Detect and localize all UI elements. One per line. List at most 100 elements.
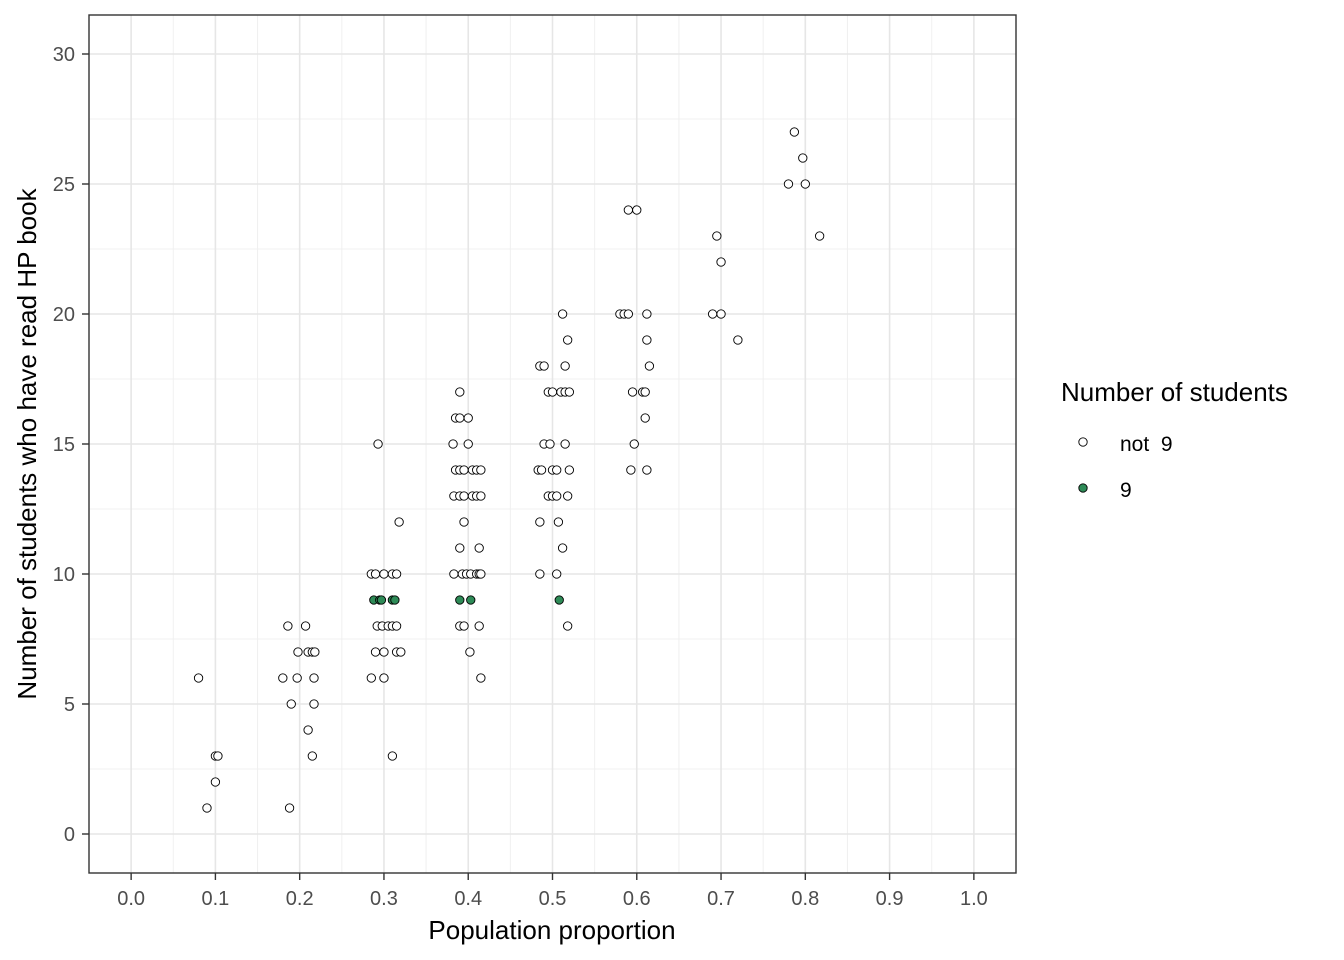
gridlines bbox=[89, 15, 1016, 873]
data-point-not-9 bbox=[278, 673, 288, 683]
legend-label-not-9: not 9 bbox=[1120, 433, 1173, 456]
data-point-not-9 bbox=[463, 413, 473, 423]
data-point-not-9 bbox=[455, 413, 465, 423]
data-point-not-9 bbox=[449, 569, 459, 579]
data-point-not-9 bbox=[300, 621, 311, 631]
data-point-not-9 bbox=[309, 673, 319, 683]
data-point-not-9 bbox=[560, 361, 570, 371]
x-tick-label: 0.5 bbox=[539, 888, 567, 910]
data-point-not-9 bbox=[560, 439, 570, 449]
data-point-not-9 bbox=[798, 153, 808, 163]
data-point-not-9 bbox=[476, 673, 486, 683]
data-point-not-9 bbox=[193, 673, 204, 683]
data-point-not-9 bbox=[640, 387, 650, 397]
data-point-not-9 bbox=[202, 803, 212, 813]
data-point-not-9 bbox=[547, 387, 558, 397]
data-point-not-9 bbox=[644, 361, 655, 371]
data-point-not-9 bbox=[455, 387, 465, 397]
data-point-not-9 bbox=[712, 231, 722, 241]
data-point-not-9 bbox=[716, 309, 726, 319]
data-point-not-9 bbox=[459, 465, 469, 475]
data-point-not-9 bbox=[292, 673, 302, 683]
x-tick-label: 0.4 bbox=[454, 888, 482, 910]
data-point-not-9 bbox=[552, 569, 562, 579]
data-point-not-9 bbox=[391, 621, 402, 631]
data-point-not-9 bbox=[640, 413, 650, 423]
data-point-not-9 bbox=[391, 569, 402, 579]
data-point-not-9 bbox=[563, 335, 573, 345]
x-tick-label: 0.8 bbox=[791, 888, 819, 910]
data-point-not-9 bbox=[379, 569, 389, 579]
data-point-not-9 bbox=[284, 803, 295, 813]
x-tick-label: 0.6 bbox=[623, 888, 651, 910]
data-point-9 bbox=[376, 595, 387, 605]
data-point-not-9 bbox=[448, 439, 458, 449]
data-point-not-9 bbox=[783, 179, 794, 189]
data-point-not-9 bbox=[627, 387, 638, 397]
data-point-not-9 bbox=[716, 257, 726, 267]
y-axis-title: Number of students who have read HP book bbox=[12, 187, 42, 699]
data-point-not-9 bbox=[563, 491, 573, 501]
y-axis-ticks: 0 5 10 15 20 25 30 bbox=[53, 44, 89, 846]
data-point-not-9 bbox=[396, 647, 406, 657]
data-point-not-9 bbox=[800, 179, 810, 189]
data-point-not-9 bbox=[707, 309, 718, 319]
data-point-not-9 bbox=[557, 543, 568, 553]
x-tick-label: 0.3 bbox=[370, 888, 398, 910]
data-point-not-9 bbox=[370, 647, 381, 657]
x-tick-label: 0.2 bbox=[286, 888, 314, 910]
legend-title: Number of students bbox=[1061, 377, 1288, 407]
data-point-not-9 bbox=[387, 751, 398, 761]
data-point-not-9 bbox=[309, 699, 319, 709]
data-point-not-9 bbox=[563, 621, 573, 631]
y-tick-label: 10 bbox=[53, 564, 75, 586]
y-tick-label: 25 bbox=[53, 174, 75, 196]
data-point-not-9 bbox=[642, 309, 652, 319]
data-point-9 bbox=[466, 595, 476, 605]
data-point-not-9 bbox=[733, 335, 743, 345]
data-point-not-9 bbox=[629, 439, 639, 449]
y-tick-label: 30 bbox=[53, 44, 75, 66]
y-tick-label: 0 bbox=[64, 824, 75, 846]
y-tick-label: 5 bbox=[64, 694, 75, 716]
legend: Number of students not 9 9 bbox=[1061, 377, 1288, 502]
data-point-not-9 bbox=[476, 465, 486, 475]
data-point-not-9 bbox=[642, 465, 652, 475]
data-point-not-9 bbox=[476, 491, 486, 501]
x-tick-label: 0.9 bbox=[876, 888, 904, 910]
data-point-not-9 bbox=[286, 699, 296, 709]
data-point-9 bbox=[455, 595, 465, 605]
data-point-not-9 bbox=[213, 751, 223, 761]
data-point-not-9 bbox=[552, 465, 562, 475]
data-point-not-9 bbox=[623, 205, 633, 215]
data-point-not-9 bbox=[552, 491, 562, 501]
legend-key-not-9 bbox=[1078, 437, 1088, 447]
data-point-not-9 bbox=[373, 439, 383, 449]
data-point-9 bbox=[390, 595, 400, 605]
data-point-not-9 bbox=[459, 491, 469, 501]
y-tick-label: 20 bbox=[53, 304, 75, 326]
legend-key-9 bbox=[1078, 483, 1088, 493]
data-point-not-9 bbox=[476, 569, 486, 579]
x-axis-ticks: 0.0 0.1 0.2 0.3 0.4 0.5 0.6 0.7 0.8 0.9 1.0 bbox=[117, 873, 988, 910]
x-tick-label: 0.7 bbox=[707, 888, 735, 910]
data-point-not-9 bbox=[379, 647, 389, 657]
data-point-not-9 bbox=[564, 465, 575, 475]
x-tick-label: 0.1 bbox=[202, 888, 230, 910]
data-point-not-9 bbox=[307, 751, 317, 761]
legend-label-9: 9 bbox=[1120, 479, 1132, 502]
data-point-not-9 bbox=[557, 309, 568, 319]
data-point-not-9 bbox=[539, 361, 549, 371]
data-point-not-9 bbox=[535, 517, 545, 527]
data-point-not-9 bbox=[545, 439, 555, 449]
data-point-not-9 bbox=[465, 647, 475, 657]
data-point-not-9 bbox=[283, 621, 293, 631]
data-point-not-9 bbox=[632, 205, 642, 215]
data-point-not-9 bbox=[459, 517, 469, 527]
data-point-not-9 bbox=[626, 465, 636, 475]
data-point-not-9 bbox=[553, 517, 564, 527]
data-point-not-9 bbox=[789, 127, 800, 137]
x-tick-label: 1.0 bbox=[960, 888, 988, 910]
data-points bbox=[193, 127, 825, 813]
